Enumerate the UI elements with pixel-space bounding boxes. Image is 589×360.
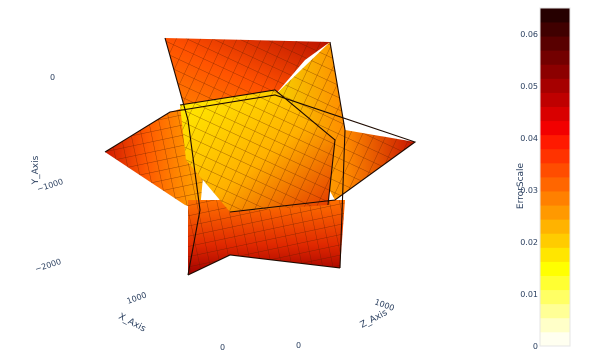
colorbar-band <box>540 78 570 93</box>
surface-edge <box>104 94 417 213</box>
surface-mesh <box>104 37 417 276</box>
colorbar-band <box>540 261 570 276</box>
y-axis-tick: −2000 <box>34 257 63 274</box>
colorbar-band <box>540 205 570 220</box>
colorbar-band <box>540 106 570 122</box>
surface-sheet-right <box>275 42 415 200</box>
colorbar-tick: 0.01 <box>520 290 538 299</box>
colorbar-band <box>540 331 570 347</box>
colorbar-band <box>540 50 570 65</box>
colorbar-tick: 0.04 <box>520 134 538 143</box>
surface-sheet-front <box>180 90 335 212</box>
surface-edge <box>179 89 336 206</box>
z-axis-title: Z_Axis <box>359 308 390 331</box>
y-axis-title: Y_Axis <box>31 155 41 185</box>
colorbar-band <box>540 36 570 51</box>
x-axis-tick: 1000 <box>126 290 148 305</box>
colorbar-band <box>540 275 570 291</box>
colorbar-band <box>540 8 570 23</box>
colorbar-band <box>540 289 570 305</box>
colorbar-band <box>540 177 570 192</box>
x-axis-title: X_Axis <box>117 312 148 335</box>
colorbar-band <box>540 219 570 234</box>
colorbar-band <box>540 64 570 79</box>
colorbar-band <box>540 303 570 319</box>
colorbar-band <box>540 148 570 164</box>
colorbar-tick: 0.06 <box>520 30 538 39</box>
colorbar-band <box>540 162 570 178</box>
colorbar-band <box>540 22 570 37</box>
x-axis-tick: 0 <box>220 343 225 352</box>
colorbar-band <box>540 191 570 206</box>
colorbar-band <box>540 233 570 248</box>
surface-edge <box>329 41 346 269</box>
surface-edge <box>164 37 201 276</box>
y-axis-tick: 0 <box>50 73 55 82</box>
surface-edge <box>187 254 341 276</box>
colorbar-tick: 0.05 <box>520 82 538 91</box>
colorbar-band <box>540 134 570 150</box>
colorbar-tick: 0 <box>533 342 538 351</box>
colorbar-outline <box>539 7 571 347</box>
z-axis-tick: 0 <box>296 341 301 350</box>
colorbar-title: ErrorScale <box>516 162 526 209</box>
colorbar-band <box>540 120 570 136</box>
colorbar: 0 0.01 0.02 0.03 0.04 0.05 0.06 ErrorScale <box>516 7 571 351</box>
surface-sheet-top <box>165 38 330 120</box>
colorbar-band <box>540 92 570 107</box>
colorbar-tick: 0.03 <box>520 186 538 195</box>
colorbar-band <box>540 317 570 333</box>
colorbar-tick: 0.02 <box>520 238 538 247</box>
colorbar-band <box>540 247 570 262</box>
